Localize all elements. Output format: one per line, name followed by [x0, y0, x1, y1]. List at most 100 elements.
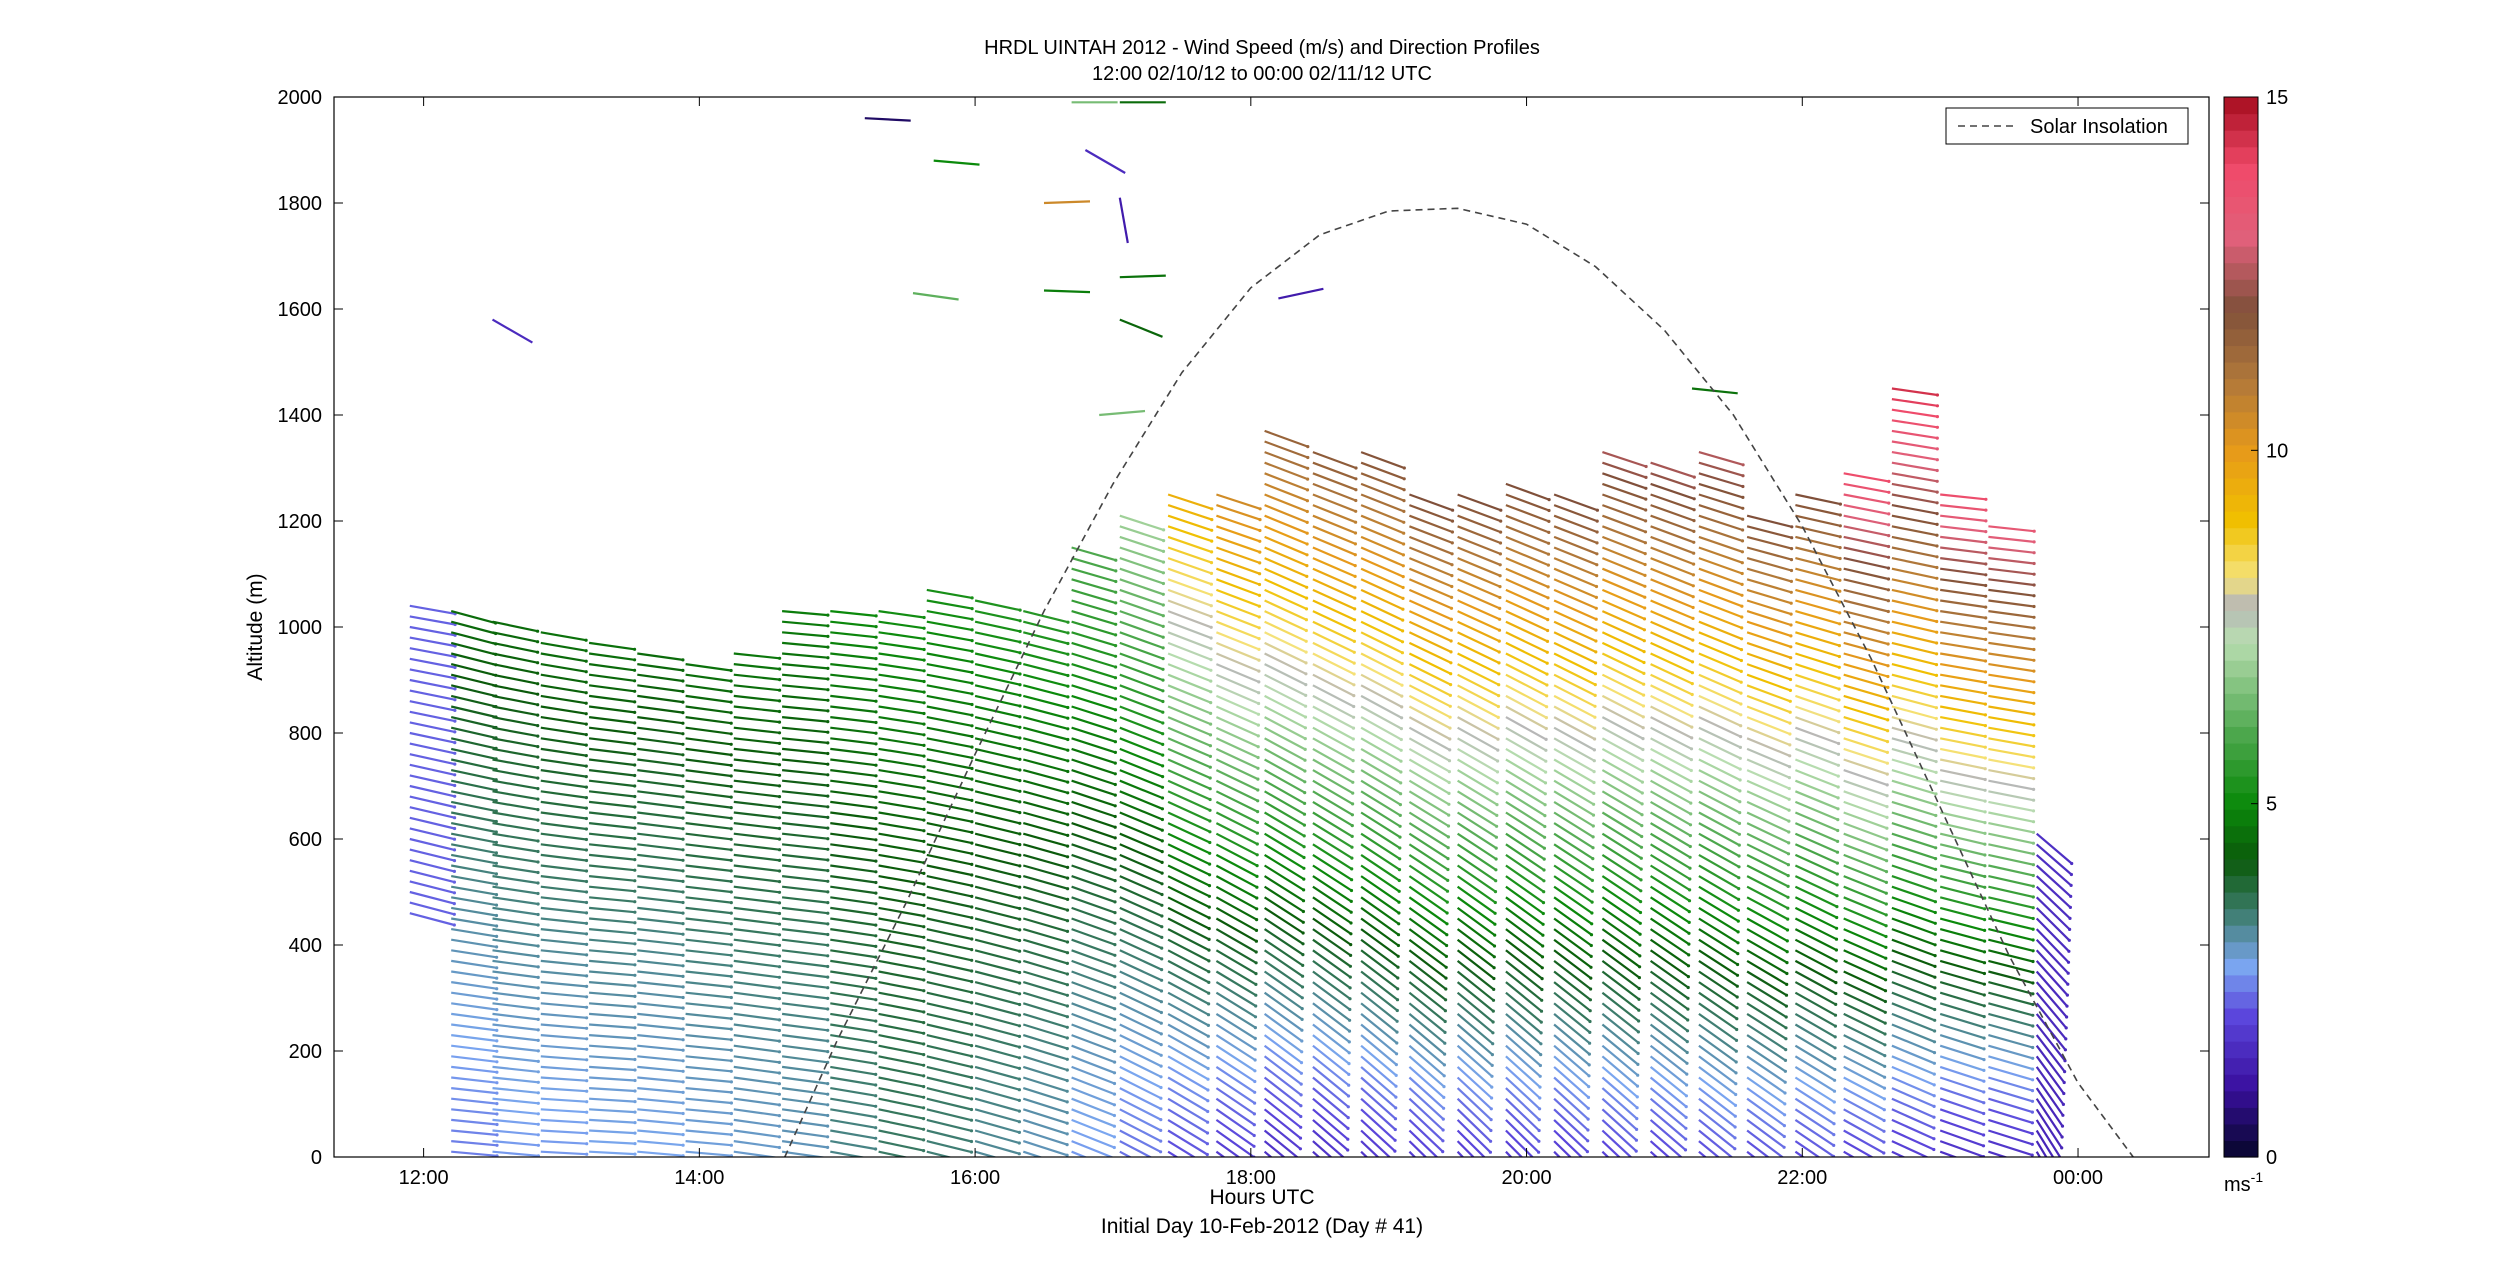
wind-vector: [540, 726, 587, 736]
wind-vector: [1746, 1097, 1786, 1127]
wind-vector-head: [1255, 907, 1259, 911]
colorbar-tick-label: 15: [2266, 87, 2288, 109]
wind-vector-head: [1983, 745, 1987, 749]
wind-vector-head: [1208, 733, 1213, 737]
wind-vector: [1312, 769, 1354, 795]
wind-vector-head: [1353, 564, 1357, 568]
wind-vector: [1071, 620, 1116, 636]
wind-vector-head: [1018, 629, 1022, 634]
wind-vector: [878, 906, 925, 918]
wind-vector: [1988, 1065, 2033, 1081]
wind-vector: [1939, 779, 1986, 792]
wind-vector-head: [1113, 911, 1117, 915]
wind-vector: [1794, 1108, 1835, 1136]
wind-vector-head: [970, 777, 974, 781]
wind-vector-head: [584, 680, 588, 684]
colorbar-segment: [2224, 892, 2258, 910]
wind-vector: [733, 1129, 780, 1138]
wind-vector: [1843, 504, 1890, 515]
wind-vector-head: [826, 954, 830, 958]
wind-vector: [1939, 1012, 1985, 1029]
wind-vector-head: [970, 905, 974, 909]
wind-vector: [637, 694, 684, 704]
wind-vector: [1312, 493, 1357, 513]
wind-vector: [1408, 1076, 1445, 1110]
wind-vector-head: [1354, 477, 1358, 481]
wind-vector-head: [1984, 637, 1988, 642]
wind-vector-head: [1788, 721, 1792, 725]
wind-vector: [1071, 779, 1116, 797]
wind-vector-head: [1303, 726, 1307, 730]
wind-vector: [1698, 790, 1741, 814]
wind-vector-head: [1836, 785, 1840, 789]
wind-vector: [451, 1034, 497, 1042]
wind-vector-head: [1017, 1141, 1021, 1145]
wind-vector-head: [1737, 821, 1742, 826]
wind-vector-head: [1210, 550, 1214, 554]
wind-vector-head: [1983, 831, 1987, 836]
wind-vector-head: [1540, 977, 1544, 981]
wind-vector-head: [1884, 924, 1888, 928]
wind-vector: [1939, 1034, 1985, 1050]
wind-vector-head: [1300, 1017, 1304, 1022]
wind-vector: [1794, 1044, 1836, 1071]
wind-vector-head: [1546, 574, 1550, 578]
wind-vector-head: [1305, 596, 1309, 600]
wind-vector: [1167, 684, 1212, 704]
wind-vector: [1794, 896, 1838, 919]
wind-vector-head: [826, 624, 830, 628]
wind-vector: [830, 1129, 876, 1140]
wind-vector-head: [1207, 884, 1212, 888]
wind-vector: [1457, 588, 1501, 610]
wind-vector-head: [1305, 520, 1309, 525]
wind-vector: [540, 917, 587, 925]
wind-vector: [540, 737, 587, 747]
wind-vector: [685, 896, 732, 904]
wind-vector: [492, 1140, 539, 1147]
wind-vector-head: [1159, 1000, 1163, 1004]
wind-vector: [1023, 747, 1069, 762]
wind-vector-head: [453, 805, 457, 809]
colorbar-segment: [2224, 842, 2258, 860]
wind-vector: [1119, 726, 1164, 746]
wind-vector: [733, 1087, 780, 1096]
wind-vector: [1505, 800, 1546, 828]
wind-vector: [1988, 610, 2035, 619]
wind-vector: [1071, 822, 1116, 839]
wind-vector-head: [922, 1160, 925, 1163]
wind-vector-head: [1636, 1030, 1640, 1034]
wind-vector: [1698, 758, 1741, 781]
wind-vector: [1264, 726, 1306, 751]
wind-vector: [1650, 885, 1690, 913]
wind-vector: [1891, 1129, 1935, 1151]
wind-vector: [733, 981, 780, 990]
wind-vector: [1456, 1002, 1494, 1034]
colorbar-segment: [2224, 1140, 2258, 1158]
wind-vector-head: [585, 1016, 589, 1020]
wind-vector-head: [1544, 748, 1548, 752]
wind-vector: [1843, 991, 1886, 1014]
wind-vector-head: [1449, 661, 1453, 665]
wind-vector: [540, 663, 587, 673]
wind-vector: [926, 1023, 972, 1036]
wind-vector: [1312, 970, 1351, 1000]
wind-vector: [1408, 991, 1446, 1023]
wind-vector-head: [1787, 808, 1791, 812]
wind-vector-head: [1496, 759, 1500, 763]
wind-vector-head: [1113, 921, 1117, 925]
wind-vector: [1794, 811, 1839, 832]
wind-vector-head: [1492, 987, 1496, 992]
wind-vector: [588, 684, 635, 693]
wind-vector-head: [1933, 889, 1937, 893]
wind-vector-head: [1934, 695, 1938, 699]
wind-vector: [540, 800, 587, 810]
wind-vector: [1940, 588, 1986, 598]
wind-vector-head: [874, 742, 878, 746]
wind-vector-head: [1545, 661, 1549, 665]
wind-vector-head: [1065, 993, 1069, 997]
wind-vector: [685, 1023, 732, 1031]
wind-vector: [1505, 949, 1543, 980]
wind-vector-head: [1350, 834, 1354, 839]
wind-vector: [1698, 694, 1742, 716]
wind-vector-head: [922, 1042, 926, 1046]
